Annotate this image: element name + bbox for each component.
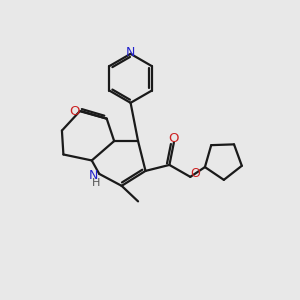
Text: H: H <box>92 178 100 188</box>
Text: O: O <box>70 105 80 118</box>
Text: O: O <box>168 133 178 146</box>
Text: O: O <box>190 167 200 180</box>
Text: N: N <box>89 169 98 182</box>
Text: N: N <box>125 46 135 59</box>
